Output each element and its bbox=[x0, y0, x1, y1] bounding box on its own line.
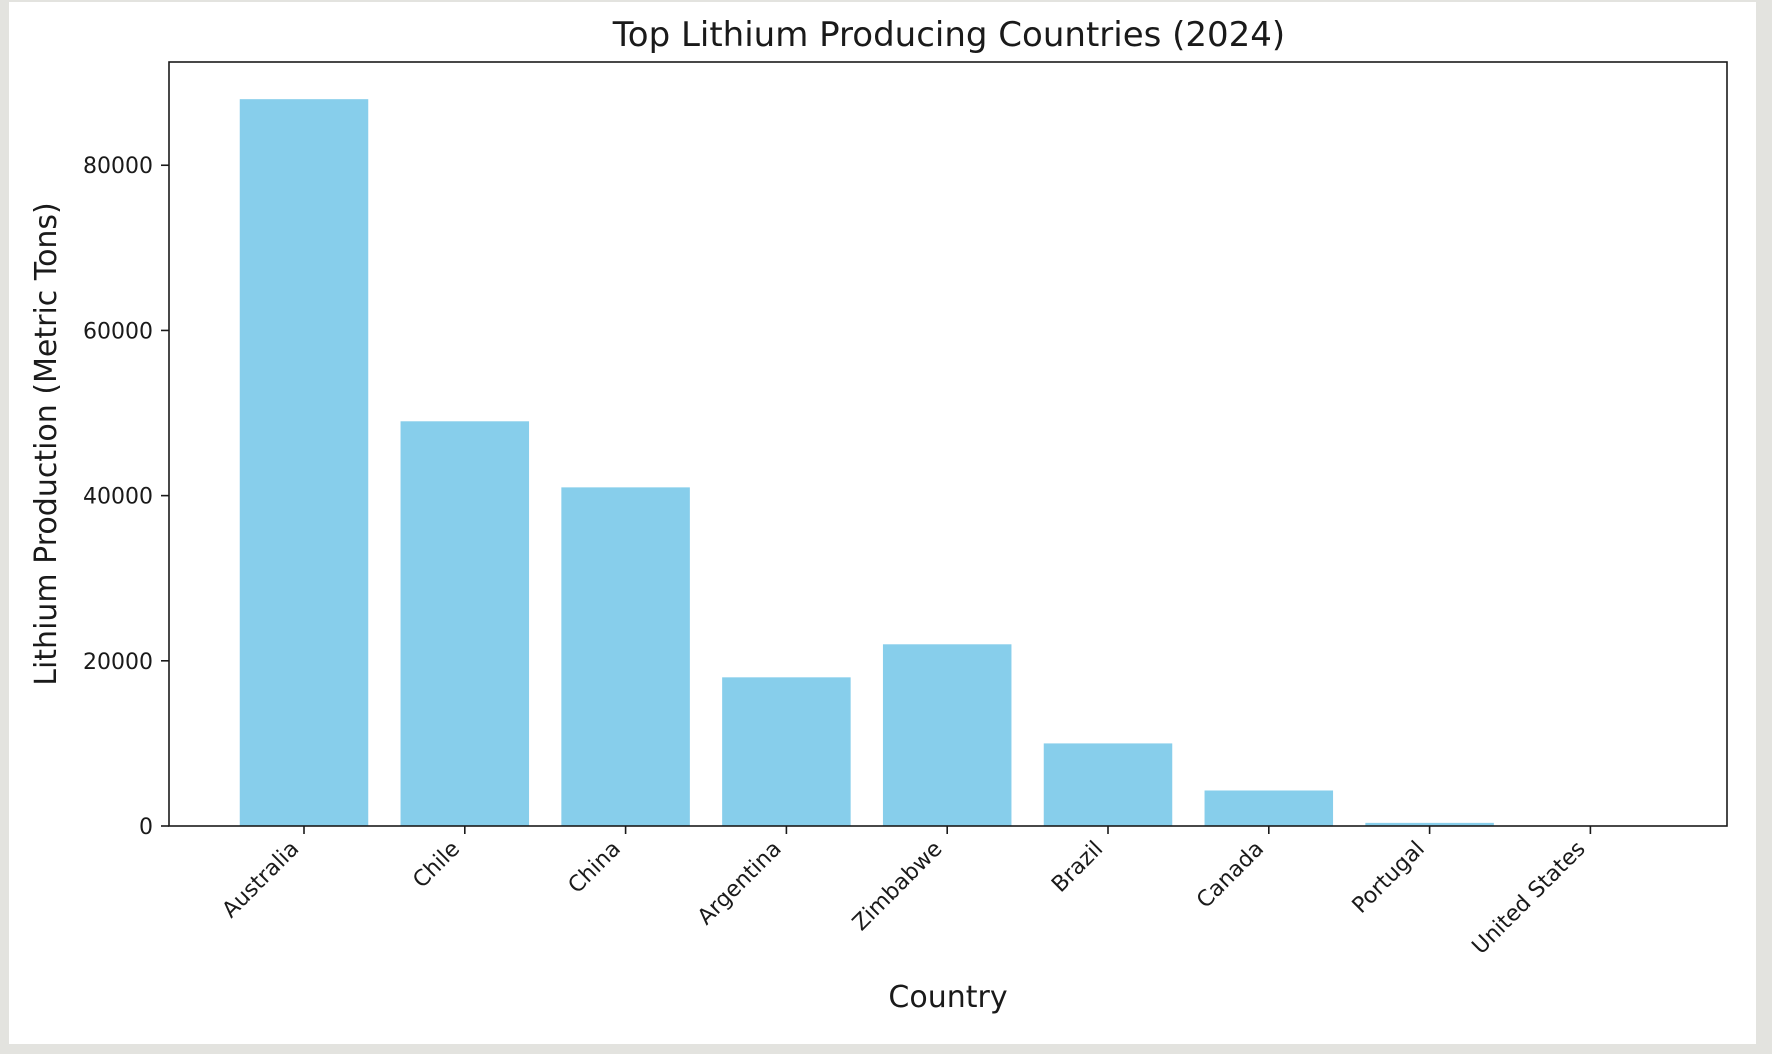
bar-china bbox=[561, 487, 690, 826]
y-axis: 0 20000 40000 60000 80000 bbox=[83, 154, 169, 840]
x-tick-label: Chile bbox=[408, 837, 465, 894]
y-tick-label: 0 bbox=[139, 815, 153, 840]
bar-brazil bbox=[1043, 743, 1173, 826]
bar-zimbabwe bbox=[882, 644, 1012, 826]
bar-chile bbox=[400, 421, 530, 826]
x-tick-label: China bbox=[564, 837, 626, 899]
y-axis-label: Lithium Production (Metric Tons) bbox=[29, 202, 64, 686]
y-tick-label: 60000 bbox=[83, 319, 153, 344]
bar-chart: Top Lithium Producing Countries (2024) 0… bbox=[29, 15, 1728, 1015]
x-tick-label: Argentina bbox=[693, 837, 787, 931]
x-axis: Australia Chile China Argentina Zimbabwe Braz… bbox=[218, 826, 1592, 960]
bar-argentina bbox=[722, 677, 851, 826]
bar-portugal bbox=[1365, 822, 1494, 826]
bar-canada bbox=[1204, 790, 1334, 826]
figure-canvas: Top Lithium Producing Countries (2024) 0… bbox=[9, 2, 1756, 1044]
y-tick-label: 40000 bbox=[83, 485, 153, 510]
x-tick-label: United States bbox=[1468, 837, 1591, 960]
x-axis-label: Country bbox=[888, 980, 1007, 1015]
y-tick-label: 80000 bbox=[83, 154, 153, 179]
x-tick-label: Canada bbox=[1192, 837, 1269, 914]
x-tick-label: Portugal bbox=[1348, 837, 1430, 919]
bar-australia bbox=[239, 99, 369, 827]
bars-group bbox=[239, 99, 1494, 827]
x-tick-label: Brazil bbox=[1047, 837, 1108, 898]
y-tick-label: 20000 bbox=[83, 650, 153, 675]
x-tick-label: Australia bbox=[218, 837, 304, 923]
x-tick-label: Zimbabwe bbox=[848, 837, 947, 936]
chart-title: Top Lithium Producing Countries (2024) bbox=[612, 15, 1285, 55]
